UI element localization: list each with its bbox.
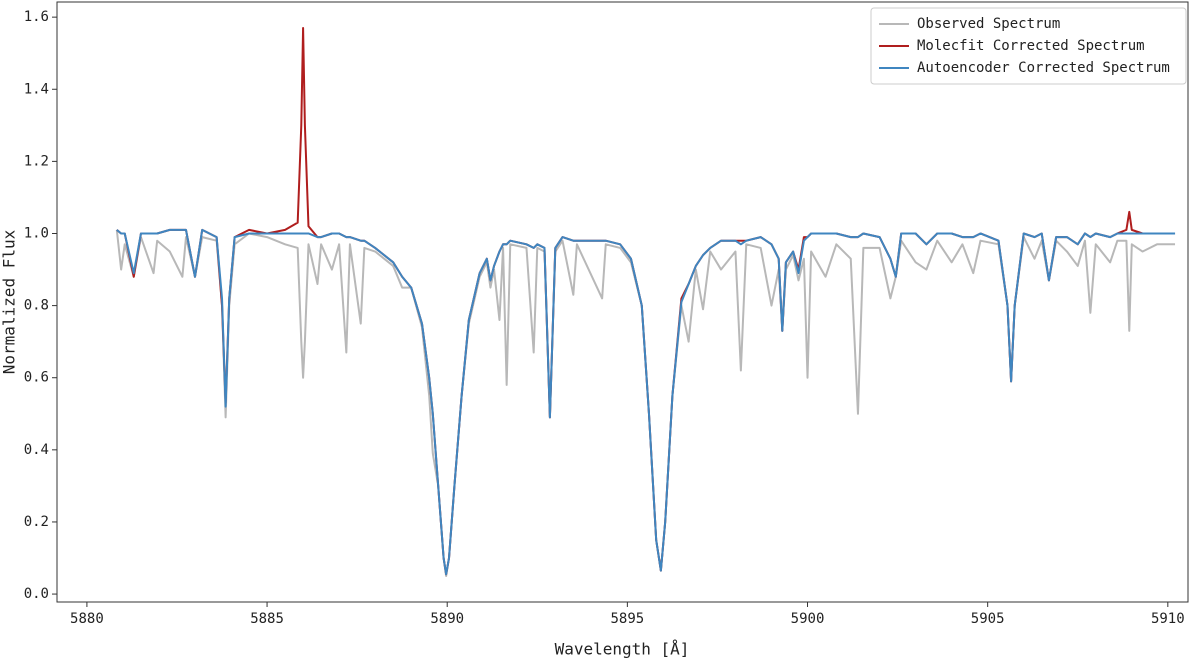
y-tick-label: 1.6 [24,9,49,25]
x-tick-label: 5910 [1151,611,1185,627]
x-tick-label: 5880 [70,611,104,627]
y-tick-label: 1.0 [24,225,49,241]
x-axis-title: Wavelength [Å] [555,640,690,659]
series-line [116,26,1176,576]
y-tick-label: 0.0 [24,586,49,602]
plot-frame [56,1,1189,603]
y-tick-label: 0.8 [24,298,49,314]
x-tick-label: 5890 [430,611,464,627]
y-tick-label: 0.4 [24,442,49,458]
y-tick-label: 0.2 [24,514,49,530]
y-tick-label: 1.4 [24,81,49,97]
legend-box [870,7,1187,85]
x-tick-label: 5885 [250,611,284,627]
y-axis-title: Normalized Flux [0,229,19,374]
legend-label: Molecfit Corrected Spectrum [917,38,1145,54]
x-tick-label: 5900 [791,611,825,627]
legend: Observed Spectrum Molecfit Corrected Spec… [870,7,1187,85]
series-line [115,229,1176,578]
x-tick-label: 5905 [971,611,1005,627]
legend-label: Observed Spectrum [917,16,1060,32]
series-line [116,228,1176,576]
y-tick-label: 0.6 [24,370,49,386]
x-tick-label: 5895 [611,611,645,627]
y-tick-label: 1.2 [24,153,49,169]
legend-label: Autoencoder Corrected Spectrum [917,60,1170,76]
